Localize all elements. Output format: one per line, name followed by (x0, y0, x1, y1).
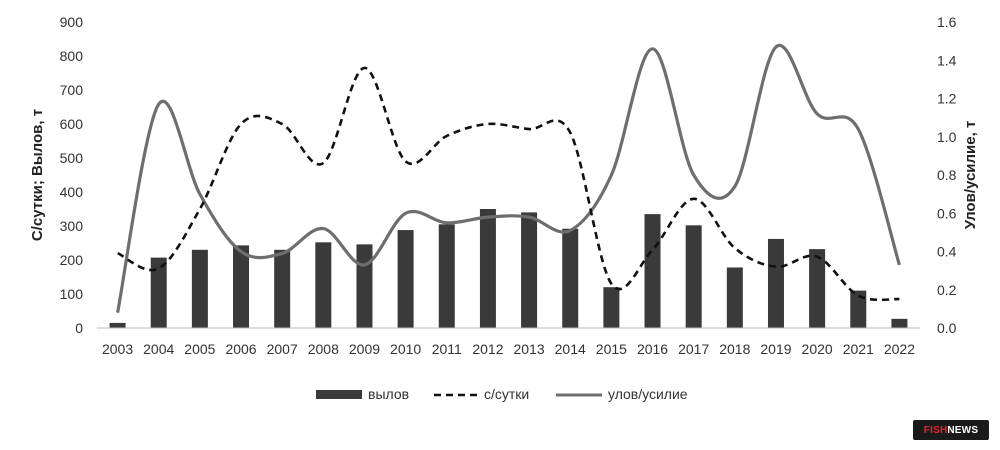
y-tick-label: 500 (60, 150, 84, 166)
bar-catch (315, 242, 332, 328)
legend-label-cpue: улов/усилие (608, 386, 688, 402)
y2-tick-label: 0.2 (937, 282, 957, 298)
bar-catch (150, 257, 167, 328)
line-cpue (116, 43, 901, 314)
bar-catch (767, 238, 784, 328)
right-axis-ticks: 0.0 0.2 0.4 0.6 0.8 1.0 1.2 1.4 1.6 (937, 14, 957, 336)
catch-bars (109, 209, 908, 328)
right-axis-title: Улов/усилие, т (962, 121, 979, 230)
bar-catch (109, 322, 126, 328)
legend-label-per-day: с/сутки (484, 386, 529, 402)
bar-catch (726, 267, 743, 328)
x-tick-label: 2017 (678, 341, 709, 357)
bar-catch (685, 225, 702, 328)
x-tick-label: 2005 (184, 341, 215, 357)
x-tick-label: 2021 (843, 341, 874, 357)
y2-tick-label: 1.2 (937, 91, 957, 107)
x-tick-label: 2008 (308, 341, 339, 357)
y-tick-label: 800 (60, 48, 84, 64)
bar-catch (233, 245, 250, 328)
y2-tick-label: 1.6 (937, 14, 957, 30)
legend: вылов с/сутки улов/усилие (316, 386, 688, 402)
x-tick-label: 2004 (143, 341, 174, 357)
y-tick-label: 200 (60, 252, 84, 268)
x-tick-label: 2020 (802, 341, 833, 357)
bar-catch (274, 249, 291, 328)
y2-tick-label: 0.8 (937, 167, 957, 183)
bar-catch (891, 318, 908, 328)
y-tick-label: 100 (60, 286, 84, 302)
bar-catch (603, 287, 620, 328)
x-tick-label: 2003 (102, 341, 133, 357)
bar-catch (809, 249, 826, 328)
fishnews-logo: FISH NEWS (913, 420, 989, 440)
x-tick-label: 2019 (760, 341, 791, 357)
bar-catch (356, 244, 373, 328)
x-tick-label: 2018 (719, 341, 750, 357)
bar-catch (644, 214, 661, 328)
left-axis-title: С/сутки; Вылов, т (29, 109, 46, 241)
bar-catch (479, 209, 496, 328)
y-tick-label: 700 (60, 82, 84, 98)
x-tick-label: 2022 (884, 341, 915, 357)
line-per-day (117, 66, 900, 302)
x-tick-label: 2015 (596, 341, 627, 357)
bar-catch (191, 249, 208, 328)
left-axis-ticks: 0 100 200 300 400 500 600 700 800 900 (60, 14, 84, 336)
y-tick-label: 400 (60, 184, 84, 200)
legend-swatch-catch (316, 390, 362, 399)
y2-tick-label: 0.0 (937, 320, 957, 336)
y2-tick-label: 0.6 (937, 205, 957, 221)
logo-part-fish: FISH (923, 424, 948, 436)
y-tick-label: 0 (75, 320, 83, 336)
x-tick-label: 2016 (637, 341, 668, 357)
bar-catch (521, 212, 538, 328)
bar-catch (850, 290, 867, 328)
y2-tick-label: 0.4 (937, 244, 957, 260)
x-tick-label: 2011 (432, 341, 462, 357)
x-tick-label: 2014 (555, 341, 586, 357)
x-axis-ticks: 2003 2004 2005 2006 2007 2008 2009 2010 2011 2012… (102, 341, 915, 357)
bar-catch (397, 230, 414, 328)
y-tick-label: 300 (60, 218, 84, 234)
x-tick-label: 2009 (349, 341, 380, 357)
x-tick-label: 2007 (267, 341, 298, 357)
y-tick-label: 900 (60, 14, 84, 30)
x-tick-label: 2006 (225, 341, 256, 357)
y2-tick-label: 1.4 (937, 52, 957, 68)
y-tick-label: 600 (60, 116, 84, 132)
series-lines (116, 43, 901, 314)
bar-catch (562, 228, 579, 328)
bar-catch (438, 224, 455, 328)
logo-part-news: NEWS (947, 424, 979, 436)
y2-tick-label: 1.0 (937, 129, 957, 145)
x-tick-label: 2013 (513, 341, 544, 357)
legend-label-catch: вылов (368, 386, 409, 402)
x-tick-label: 2012 (472, 341, 503, 357)
x-tick-label: 2010 (390, 341, 421, 357)
